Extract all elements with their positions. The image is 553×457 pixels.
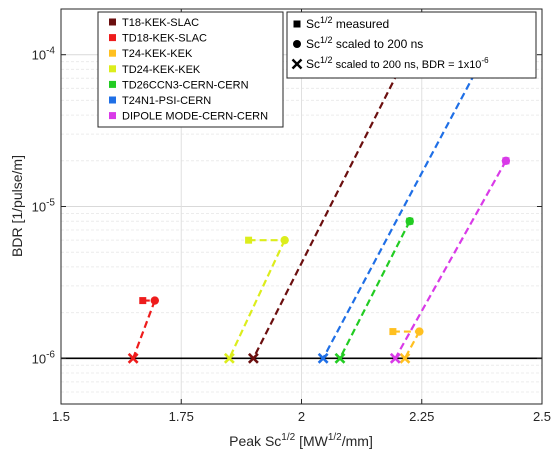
scaled-to-bdr-line — [252, 72, 399, 359]
cross-stroke — [389, 352, 401, 364]
y-tick-label: 10-6 — [32, 349, 56, 366]
x-axis-label: Peak Sc1/2 [MW1/2/mm] — [229, 432, 373, 449]
legend-swatch — [109, 112, 116, 120]
series-td26ccn3-cern-cern — [334, 217, 414, 364]
scaled-to-bdr-line — [322, 73, 476, 359]
legend-label: TD26CCN3-CERN-CERN — [122, 79, 249, 91]
marker-legend-label: Sc1/2 scaled to 200 ns, BDR = 1x10-6 — [306, 55, 489, 71]
scaled-marker — [501, 156, 511, 166]
measured-marker — [245, 236, 253, 244]
x-tick-label: 2 — [298, 409, 305, 424]
marker-legend: Sc1/2 measured Sc1/2 scaled to 200 ns Sc1/… — [286, 11, 537, 79]
cross-stroke — [317, 352, 329, 364]
x-tick-label: 2.5 — [533, 409, 551, 424]
measured-marker — [389, 328, 397, 336]
scaled-bdr-marker — [334, 352, 346, 364]
legend-square-marker — [293, 20, 301, 28]
x-tick-label: 2.25 — [409, 409, 434, 424]
scaled-marker — [415, 327, 424, 336]
series-dipole-mode-cern-cern — [389, 156, 511, 364]
series-legend-box — [97, 11, 284, 128]
scaled-marker — [150, 296, 159, 305]
scaled-bdr-marker — [127, 352, 139, 364]
legend-swatch — [109, 65, 116, 73]
cross-stroke — [223, 352, 235, 364]
scaled-marker — [405, 217, 414, 226]
legend-swatch — [109, 96, 116, 104]
y-axis-ticks: 10-6 10-5 10-4 — [32, 46, 542, 366]
legend-circle-marker — [293, 40, 301, 48]
scaled-bdr-marker — [399, 352, 411, 364]
legend-label: TD18-KEK-SLAC — [122, 33, 207, 45]
legend-swatch — [109, 49, 116, 57]
legend-label: T24N1-PSI-CERN — [122, 95, 211, 107]
scaled-bdr-marker — [223, 352, 235, 364]
series-td24-kek-kek — [223, 235, 289, 364]
scaled-to-bdr-line — [394, 160, 507, 359]
scaled-bdr-marker — [247, 352, 259, 364]
series-t24-kek-kek — [389, 327, 424, 364]
cross-stroke — [399, 352, 411, 364]
y-axis-label: BDR [1/pulse/m] — [9, 155, 25, 257]
marker-legend-label: Sc1/2 scaled to 200 ns — [306, 35, 423, 51]
series-td18-kek-slac — [127, 296, 159, 364]
scaled-bdr-marker — [317, 352, 329, 364]
cross-stroke — [291, 58, 303, 70]
marker-legend-label: Sc1/2 measured — [306, 15, 389, 31]
scaled-to-bdr-line — [338, 220, 411, 359]
measured-marker — [139, 297, 147, 305]
cross-stroke — [247, 352, 259, 364]
legend-label: TD24-KEK-KEK — [122, 64, 201, 76]
y-tick-label: 10-5 — [32, 198, 56, 215]
legend-swatch — [109, 18, 116, 26]
scaled-to-bdr-line — [403, 331, 421, 359]
y-tick-label: 10-4 — [32, 46, 56, 63]
x-tick-label: 1.5 — [52, 409, 70, 424]
x-tick-label: 1.75 — [169, 409, 194, 424]
scaled-bdr-marker — [389, 352, 401, 364]
series-legend: T18-KEK-SLAC TD18-KEK-SLAC T24-KEK-KEK TD24… — [97, 11, 284, 128]
cross-stroke — [334, 352, 346, 364]
legend-swatch — [109, 34, 116, 42]
legend-swatch — [109, 80, 116, 88]
cross-stroke — [127, 352, 139, 364]
marker-legend-box — [286, 11, 537, 79]
legend-cross-marker — [291, 58, 303, 70]
scaled-marker — [280, 235, 289, 245]
legend-label: T24-KEK-KEK — [122, 48, 193, 60]
legend-label: DIPOLE MODE-CERN-CERN — [122, 111, 268, 123]
legend-label: T18-KEK-SLAC — [122, 17, 199, 29]
